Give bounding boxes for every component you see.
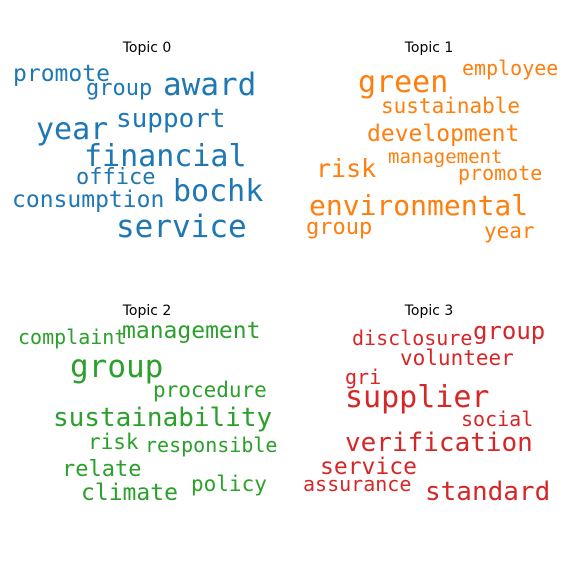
topic-0-word-promote: promote <box>13 61 110 87</box>
topic-1-word-promote: promote <box>458 161 543 185</box>
topic-2-word-risk: risk <box>88 430 139 454</box>
topic-0-word-year: year <box>36 112 109 147</box>
topic-0-word-support: support <box>116 104 226 134</box>
topic-1-word-year: year <box>484 219 535 243</box>
topic-0-word-service: service <box>116 209 247 245</box>
topic-0-word-consumption: consumption <box>12 187 165 213</box>
topic-0-word-award: award <box>163 67 257 103</box>
topic-2-word-policy: policy <box>191 472 267 496</box>
topic-3-word-gri: gri <box>345 365 382 389</box>
topic-2-word-sustainability: sustainability <box>53 403 273 433</box>
topic-2-word-responsible: responsible <box>145 433 278 457</box>
topic-1-title: Topic 1 <box>404 40 454 56</box>
topic-2-word-procedure: procedure <box>153 378 267 402</box>
topic-3-word-verification: verification <box>345 428 533 458</box>
topic-1-word-risk: risk <box>316 154 377 183</box>
topic-1-word-employee: employee <box>462 56 559 80</box>
topic-3-word-disclosure: disclosure <box>352 326 473 350</box>
topic-3-word-service: service <box>320 454 417 480</box>
topic-1-word-environmental: environmental <box>309 189 529 222</box>
topic-2-title: Topic 2 <box>122 303 172 319</box>
topic-3-word-social: social <box>461 407 534 431</box>
topic-0-word-bochk: bochk <box>173 174 264 209</box>
topic-1-word-group: group <box>306 215 373 240</box>
topic-1-word-sustainable: sustainable <box>381 94 521 118</box>
topic-3-word-assurance: assurance <box>303 472 412 496</box>
topic-2-word-climate: climate <box>81 480 178 506</box>
topic-2-word-complaint: complaint <box>18 325 127 349</box>
topic-3-word-standard: standard <box>425 477 551 507</box>
topic-0-word-office: office <box>76 165 156 190</box>
topic-3-title: Topic 3 <box>404 303 454 319</box>
topic-2-word-management: management <box>122 318 261 344</box>
topic-1-word-green: green <box>358 65 449 100</box>
topic-0-title: Topic 0 <box>122 40 172 56</box>
topic-3-word-group: group <box>473 317 546 345</box>
topic-3-word-supplier: supplier <box>345 380 490 415</box>
topic-1-word-management: management <box>388 146 503 168</box>
topic-3-word-volunteer: volunteer <box>400 346 514 370</box>
topic-2-word-group: group <box>70 349 164 385</box>
topic-1-word-development: development <box>367 121 520 147</box>
topic-2-word-relate: relate <box>62 457 142 482</box>
topic-0-word-financial: financial <box>84 139 247 174</box>
topic-0-word-group: group <box>86 76 153 101</box>
